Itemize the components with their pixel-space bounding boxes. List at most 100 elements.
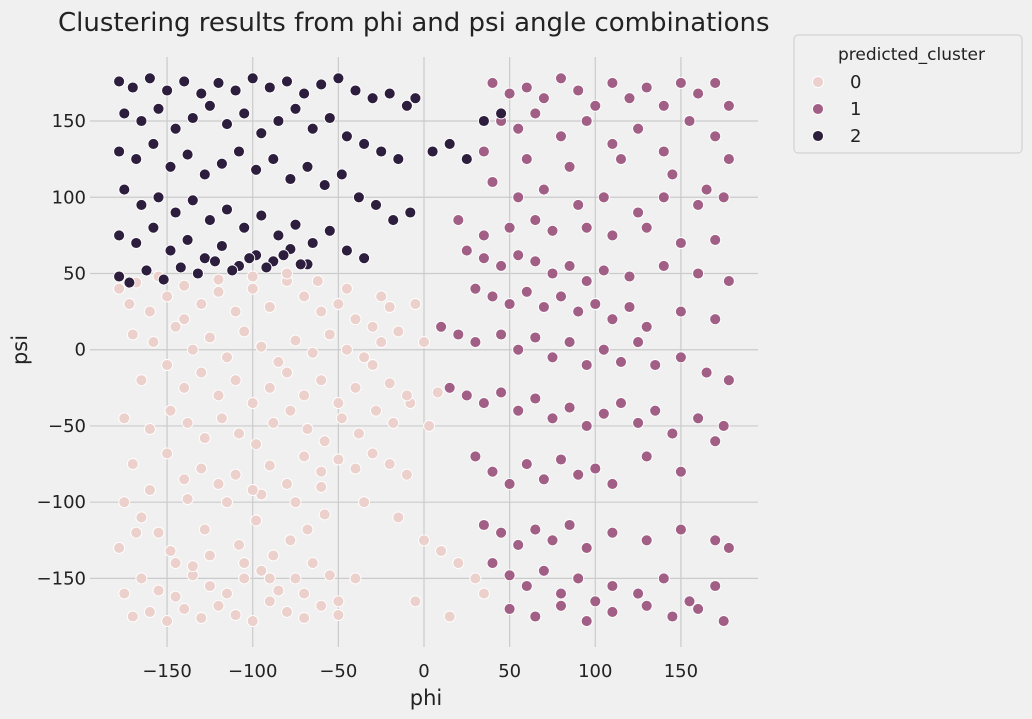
cluster-2-point <box>243 252 256 265</box>
cluster-1-point <box>709 313 722 326</box>
cluster-1-point <box>512 343 525 356</box>
cluster-2-point <box>349 84 362 97</box>
cluster-2-point <box>221 203 233 216</box>
cluster-0-point <box>332 453 345 466</box>
cluster-1-point <box>606 580 619 592</box>
cluster-1-point <box>572 572 585 585</box>
cluster-2-point <box>306 122 319 135</box>
cluster-1-point <box>657 259 670 272</box>
y-tick-label: 50 <box>63 263 86 284</box>
cluster-0-point <box>161 447 174 460</box>
cluster-0-point <box>212 477 225 490</box>
cluster-0-point <box>186 560 199 573</box>
cluster-1-point <box>632 122 645 135</box>
cluster-1-point <box>692 602 705 615</box>
x-axis-label: phi <box>410 686 442 710</box>
cluster-0-point <box>315 599 328 612</box>
cluster-1-point <box>722 99 735 112</box>
scatter-points <box>113 72 735 628</box>
cluster-0-point <box>284 404 297 417</box>
cluster-1-point <box>589 462 602 475</box>
cluster-1-point <box>546 351 559 364</box>
cluster-2-point <box>267 153 280 166</box>
cluster-0-point <box>400 389 413 402</box>
cluster-1-point <box>460 389 473 402</box>
cluster-0-point <box>315 480 328 493</box>
cluster-2-point <box>255 127 268 140</box>
cluster-1-point <box>529 523 542 536</box>
cluster-2-point <box>113 75 126 88</box>
cluster-0-point <box>452 557 465 570</box>
cluster-2-point <box>495 107 508 120</box>
cluster-2-point <box>298 87 311 100</box>
cluster-0-point <box>263 381 276 394</box>
cluster-1-point <box>537 92 550 105</box>
cluster-2-point <box>135 115 148 127</box>
cluster-1-point <box>722 275 735 288</box>
x-tick-label: −50 <box>319 661 357 682</box>
cluster-0-point <box>169 590 182 603</box>
cluster-1-point <box>606 526 619 539</box>
cluster-1-point <box>460 244 473 257</box>
cluster-0-point <box>281 477 293 490</box>
cluster-0-point <box>161 290 174 303</box>
cluster-1-point <box>563 519 576 531</box>
cluster-0-point <box>387 416 400 429</box>
cluster-1-point <box>722 541 735 554</box>
cluster-1-point <box>580 115 593 127</box>
cluster-1-point <box>555 599 567 612</box>
x-tick-label: 0 <box>418 661 429 682</box>
cluster-0-point <box>113 541 126 554</box>
cluster-2-point <box>315 78 328 91</box>
cluster-0-point <box>164 404 177 417</box>
cluster-0-point <box>135 374 148 387</box>
cluster-2-point <box>260 261 273 274</box>
cluster-0-point <box>203 331 216 344</box>
cluster-0-point <box>169 320 182 333</box>
cluster-1-point <box>580 221 593 234</box>
cluster-0-point <box>306 346 319 359</box>
cluster-2-point <box>152 102 165 115</box>
cluster-1-point <box>692 267 705 280</box>
cluster-0-point <box>143 484 156 496</box>
cluster-0-point <box>126 328 139 341</box>
cluster-0-point <box>229 609 242 621</box>
cluster-1-point <box>597 191 610 204</box>
cluster-2-point <box>186 194 199 207</box>
legend-label-1: 1 <box>850 99 861 120</box>
cluster-0-point <box>126 458 139 471</box>
cluster-2-point <box>281 75 293 88</box>
legend-entries: 0 1 2 <box>812 72 861 147</box>
legend-label-0: 0 <box>850 72 861 93</box>
cluster-2-point <box>277 249 290 262</box>
cluster-0-point <box>246 615 259 628</box>
y-tick-label: 0 <box>75 340 86 361</box>
cluster-1-point <box>529 255 542 268</box>
cluster-1-point <box>555 290 567 303</box>
cluster-0-point <box>195 298 208 310</box>
cluster-0-point <box>221 587 233 600</box>
cluster-0-point <box>147 336 160 349</box>
cluster-1-point <box>537 183 550 196</box>
cluster-0-point <box>212 285 225 298</box>
cluster-1-point <box>640 320 653 333</box>
cluster-0-point <box>186 343 199 356</box>
cluster-0-point <box>366 320 379 333</box>
cluster-0-point <box>400 468 413 481</box>
cluster-2-point <box>443 137 456 150</box>
cluster-2-point <box>113 270 126 283</box>
cluster-1-point <box>580 359 593 371</box>
cluster-0-point <box>301 523 314 536</box>
cluster-0-point <box>366 359 379 371</box>
cluster-2-point <box>255 209 268 222</box>
cluster-2-point <box>181 148 194 161</box>
cluster-1-point <box>674 237 687 249</box>
cluster-1-point <box>623 270 636 283</box>
cluster-0-point <box>335 412 348 425</box>
cluster-2-point <box>203 214 216 227</box>
cluster-0-point <box>409 298 422 310</box>
cluster-1-point <box>666 168 679 181</box>
cluster-0-point <box>143 423 156 435</box>
cluster-1-point <box>722 374 735 387</box>
